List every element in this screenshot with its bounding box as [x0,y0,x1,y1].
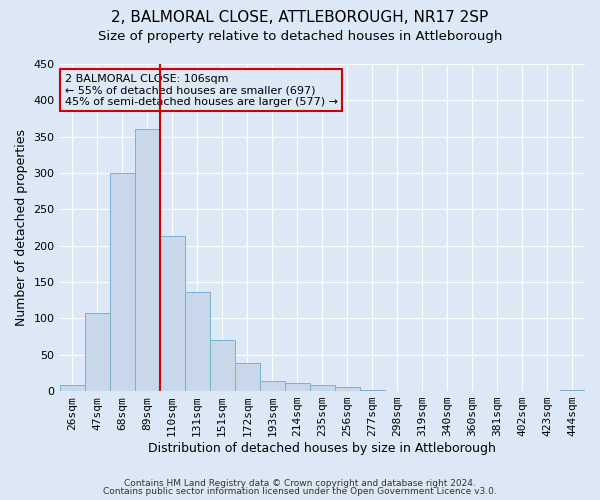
Bar [134,130,160,391]
X-axis label: Distribution of detached houses by size in Attleborough: Distribution of detached houses by size … [148,442,496,455]
Bar [260,381,285,391]
Text: Contains HM Land Registry data © Crown copyright and database right 2024.: Contains HM Land Registry data © Crown c… [124,478,476,488]
Bar [185,292,209,391]
Y-axis label: Number of detached properties: Number of detached properties [15,129,28,326]
Bar [310,384,335,391]
Bar [209,340,235,391]
Bar [59,386,85,391]
Text: 2, BALMORAL CLOSE, ATTLEBOROUGH, NR17 2SP: 2, BALMORAL CLOSE, ATTLEBOROUGH, NR17 2S… [112,10,488,25]
Text: Size of property relative to detached houses in Attleborough: Size of property relative to detached ho… [98,30,502,43]
Bar [360,390,385,391]
Bar [285,383,310,391]
Text: Contains public sector information licensed under the Open Government Licence v3: Contains public sector information licen… [103,487,497,496]
Bar [110,173,134,391]
Bar [335,388,360,391]
Bar [85,312,110,391]
Bar [160,236,185,391]
Bar [235,362,260,391]
Text: 2 BALMORAL CLOSE: 106sqm
← 55% of detached houses are smaller (697)
45% of semi-: 2 BALMORAL CLOSE: 106sqm ← 55% of detach… [65,74,338,107]
Bar [560,390,585,391]
